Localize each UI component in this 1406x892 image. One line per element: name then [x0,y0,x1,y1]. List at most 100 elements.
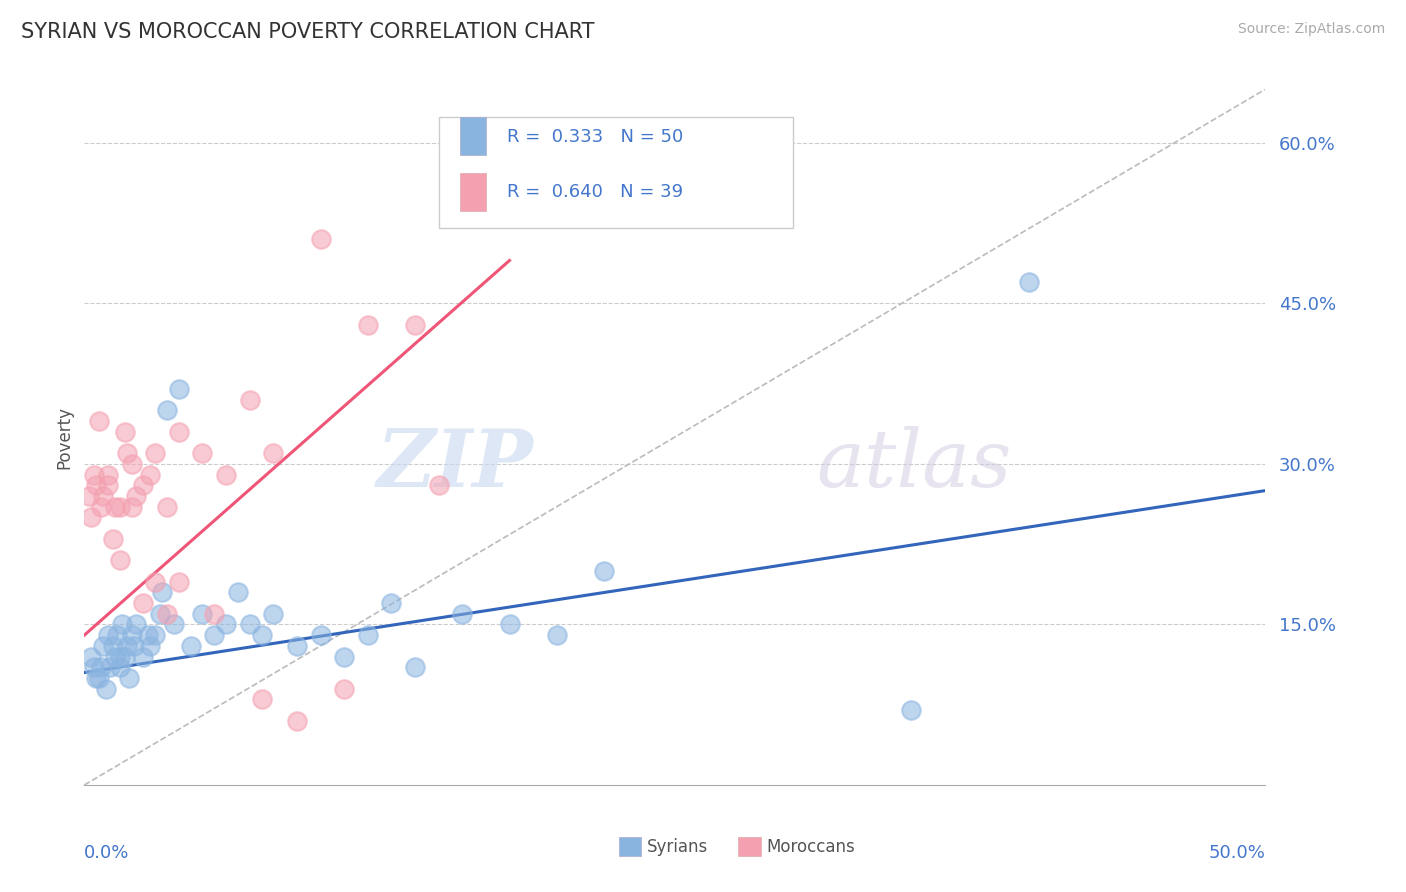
Point [139,639,162,653]
Text: SYRIAN VS MOROCCAN POVERTY CORRELATION CHART: SYRIAN VS MOROCCAN POVERTY CORRELATION C… [21,22,595,42]
Point [139,467,162,482]
Point [150,585,173,599]
Point [104,649,127,664]
Point [132,596,155,610]
Point [94,681,117,696]
Point [285,714,308,728]
Point [239,617,262,632]
Point [84,671,107,685]
Point [143,574,166,589]
Point [239,392,262,407]
Point [149,607,172,621]
FancyBboxPatch shape [460,173,486,211]
Point [498,617,520,632]
Point [191,607,214,621]
Point [309,628,332,642]
Point [333,681,356,696]
Point [202,628,225,642]
Point [357,628,380,642]
Point [900,703,922,717]
Point [285,639,308,653]
Point [250,692,273,706]
Point [101,639,124,653]
Point [111,617,134,632]
Point [262,607,284,621]
Point [167,425,190,439]
Point [108,649,131,664]
Point [1018,275,1040,289]
Text: atlas: atlas [817,426,1012,504]
Point [115,639,138,653]
Point [593,564,616,578]
Point [167,574,190,589]
Point [87,414,110,428]
Point [90,500,112,514]
Point [115,446,138,460]
Point [77,489,100,503]
Point [167,382,190,396]
Point [84,478,107,492]
Point [156,500,179,514]
Point [114,425,136,439]
FancyBboxPatch shape [460,117,486,155]
Point [380,596,402,610]
Point [136,628,159,642]
Text: R =  0.640   N = 39: R = 0.640 N = 39 [508,183,683,202]
Point [156,403,179,417]
Point [97,467,120,482]
Point [83,660,105,674]
Text: Moroccans: Moroccans [766,838,855,855]
Point [163,617,186,632]
Point [91,489,114,503]
Point [546,628,568,642]
Text: 50.0%: 50.0% [1209,844,1265,862]
Text: Source: ZipAtlas.com: Source: ZipAtlas.com [1237,22,1385,37]
Point [427,478,450,492]
Point [404,660,426,674]
Point [91,639,114,653]
Point [98,660,121,674]
Point [215,467,238,482]
Text: 0.0%: 0.0% [84,844,129,862]
Point [97,478,120,492]
Point [357,318,380,332]
Point [87,671,110,685]
Point [121,628,143,642]
Point [104,500,127,514]
Point [107,628,129,642]
Text: Syrians: Syrians [647,838,709,855]
Point [309,232,332,246]
Y-axis label: Poverty: Poverty [55,406,73,468]
Point [132,478,155,492]
Point [118,671,141,685]
Point [83,467,105,482]
Point [250,628,273,642]
Text: R =  0.333   N = 50: R = 0.333 N = 50 [508,128,683,145]
Point [132,649,155,664]
Point [108,660,131,674]
Point [108,500,131,514]
Point [101,532,124,546]
Point [80,649,103,664]
Point [121,500,143,514]
Point [143,446,166,460]
Point [125,617,148,632]
Point [191,446,214,460]
Point [333,649,356,664]
Point [121,457,143,471]
Point [215,617,238,632]
Point [125,489,148,503]
Point [108,553,131,567]
Point [122,639,145,653]
Point [90,660,112,674]
Point [262,446,284,460]
Point [97,628,120,642]
FancyBboxPatch shape [439,117,793,228]
Point [143,628,166,642]
Point [202,607,225,621]
Point [226,585,249,599]
Point [114,649,136,664]
Point [451,607,474,621]
Text: ZIP: ZIP [377,426,533,504]
Point [80,510,103,524]
